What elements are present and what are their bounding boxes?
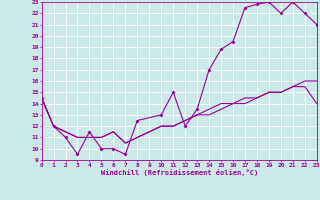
X-axis label: Windchill (Refroidissement éolien,°C): Windchill (Refroidissement éolien,°C) (100, 169, 258, 176)
